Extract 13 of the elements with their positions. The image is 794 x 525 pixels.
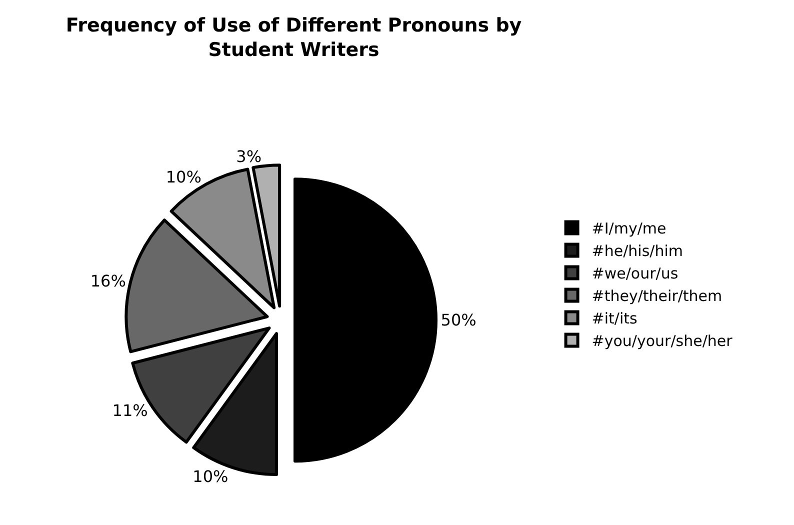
data-label: 50% xyxy=(440,310,476,330)
legend-label: #they/their/them xyxy=(592,287,722,306)
legend-label: #he/his/him xyxy=(592,242,683,260)
data-label: 3% xyxy=(236,146,262,166)
legend-label: #it/its xyxy=(592,310,638,328)
chart-title: Frequency of Use of Different Pronouns by Student Writers xyxy=(66,14,522,62)
legend-label: #we/our/us xyxy=(592,264,678,283)
legend-label: #I/my/me xyxy=(592,220,666,238)
data-label: 16% xyxy=(90,271,126,290)
data-label: 10% xyxy=(192,466,228,486)
data-label: 10% xyxy=(166,167,202,186)
legend-label: #you/your/she/her xyxy=(592,332,734,350)
data-label: 11% xyxy=(112,400,148,420)
